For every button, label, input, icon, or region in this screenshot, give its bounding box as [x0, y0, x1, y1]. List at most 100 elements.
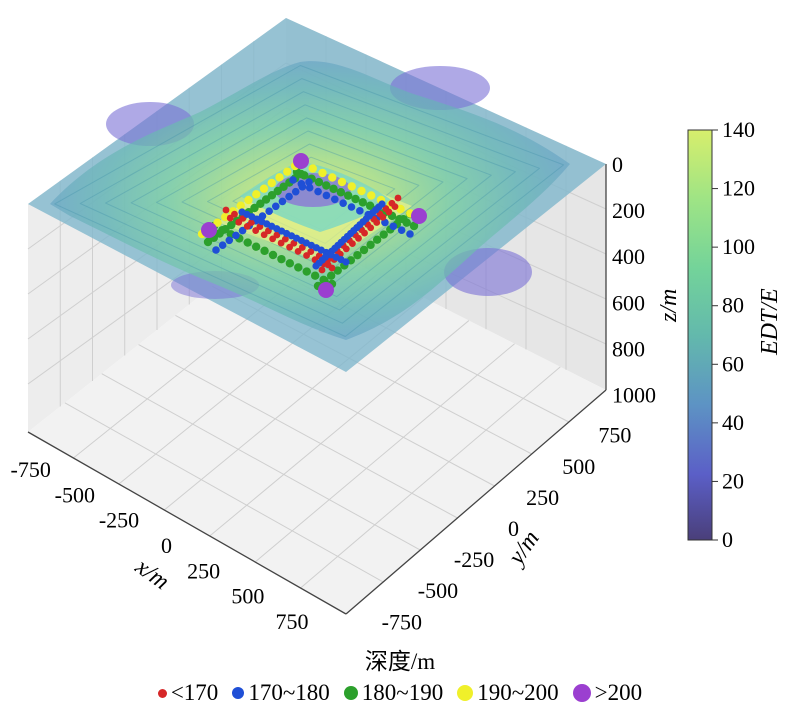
marker-170-180 — [305, 183, 314, 192]
legend-item: <170 — [157, 680, 218, 706]
colorbar-label: EDT/E — [757, 288, 783, 356]
legend-marker — [157, 688, 167, 698]
x-axis-line — [27, 431, 347, 615]
marker-180-190 — [336, 188, 346, 197]
marker-190-200 — [267, 178, 276, 188]
marker-170-180 — [265, 207, 273, 215]
marker-180-190 — [399, 214, 408, 224]
marker-190-200 — [347, 182, 356, 191]
marker-180-190 — [379, 230, 388, 239]
legend-label: 170~180 — [248, 680, 330, 705]
marker-lt-170 — [388, 199, 396, 207]
legend-marker — [572, 684, 591, 702]
depth-markers — [197, 153, 427, 298]
marker-190-200 — [357, 186, 366, 196]
legend: 深度/m <170 170~180 180~190 190~200 >200 — [0, 642, 800, 706]
marker-lt-170 — [318, 266, 326, 274]
marker-gt-200 — [293, 153, 309, 169]
grid-line — [175, 314, 495, 487]
marker-lt-170 — [273, 231, 281, 239]
marker-170-180 — [238, 226, 247, 235]
legend-row: <170 170~180 180~190 190~200 >200 — [0, 680, 800, 706]
x-tick-label: 250 — [187, 558, 220, 583]
marker-170-180 — [347, 203, 356, 211]
marker-180-190 — [409, 221, 419, 231]
z-tick-label: 400 — [612, 244, 645, 269]
legend-label: 190~200 — [477, 680, 559, 705]
z-tick-label: 600 — [612, 290, 645, 315]
marker-180-190 — [227, 220, 236, 230]
contour-ring — [181, 130, 444, 271]
z-tick-label: 200 — [612, 198, 645, 223]
marker-lt-170 — [248, 219, 255, 226]
x-axis-label: x/m — [130, 553, 174, 595]
marker-180-190 — [250, 203, 259, 213]
marker-180-190 — [256, 199, 265, 208]
marker-180-190 — [353, 250, 362, 260]
marker-170-180 — [322, 191, 331, 200]
marker-180-190 — [261, 195, 271, 204]
marker-180-190 — [329, 184, 338, 194]
contour-ring — [79, 78, 540, 324]
marker-170-180 — [339, 199, 347, 207]
grid-line — [64, 402, 384, 583]
colorbar-tick-label: 80 — [722, 293, 744, 318]
x-tick-label: -750 — [11, 457, 51, 482]
y-tick-label: 750 — [598, 423, 631, 448]
contour-ring — [130, 104, 492, 298]
z-axis-ticks: 0 200 400 600 800 1000 — [612, 152, 656, 408]
marker-170-180 — [232, 231, 240, 240]
y-tick-label: 0 — [508, 516, 519, 541]
marker-lt-170 — [231, 210, 238, 218]
marker-170-180 — [406, 230, 414, 238]
marker-190-200 — [337, 177, 347, 187]
marker-lt-170 — [281, 235, 289, 243]
legend-marker — [457, 685, 474, 701]
colorbar-tick-label: 0 — [722, 527, 733, 552]
x-tick-label: -250 — [99, 508, 139, 533]
x-tick-label: 500 — [231, 584, 264, 609]
x-tick-label: -500 — [55, 482, 95, 507]
marker-180-190 — [294, 263, 303, 272]
marker-190-200 — [367, 191, 376, 200]
floor-pane — [28, 228, 606, 614]
y-axis-line — [345, 389, 607, 615]
marker-180-190 — [251, 242, 261, 251]
marker-gt-200 — [201, 222, 217, 238]
y-tick-label: 250 — [526, 485, 559, 510]
z-tick-label: 1000 — [612, 383, 656, 408]
marker-170-180 — [389, 222, 398, 231]
marker-190-200 — [213, 218, 222, 227]
colorbar-tick-label: 60 — [722, 351, 744, 376]
marker-170-180 — [225, 236, 234, 245]
x-axis-ticks: -750-500-250 0 250 500 750 — [11, 457, 309, 634]
marker-190-200 — [244, 195, 253, 205]
marker-180-190 — [218, 225, 227, 235]
marker-190-200 — [396, 204, 405, 214]
marker-170-180 — [312, 262, 320, 270]
marker-190-200 — [283, 167, 292, 176]
marker-190-200 — [259, 184, 269, 193]
y-tick-label: -500 — [418, 578, 458, 603]
marker-180-190 — [260, 246, 269, 256]
marker-180-190 — [268, 250, 278, 260]
colorbar-tick-label: 100 — [722, 234, 755, 259]
legend-label: >200 — [594, 680, 643, 705]
grid-line — [209, 320, 470, 537]
legend-marker — [343, 686, 358, 700]
grid-line — [101, 373, 421, 551]
marker-180-190 — [343, 191, 353, 200]
contour-ring — [54, 65, 565, 337]
legend-marker — [232, 687, 245, 699]
marker-180-190 — [366, 240, 375, 250]
colorbar-tick-label: 40 — [722, 410, 744, 435]
marker-lt-170 — [298, 244, 306, 251]
marker-180-190 — [285, 259, 295, 268]
z-tick-label: 0 — [612, 152, 623, 177]
legend-item: 170~180 — [232, 680, 330, 706]
marker-170-180 — [297, 180, 306, 188]
marker-190-200 — [318, 168, 327, 178]
marker-180-190 — [326, 271, 336, 280]
marker-170-180 — [305, 178, 313, 186]
marker-170-180 — [258, 212, 267, 220]
